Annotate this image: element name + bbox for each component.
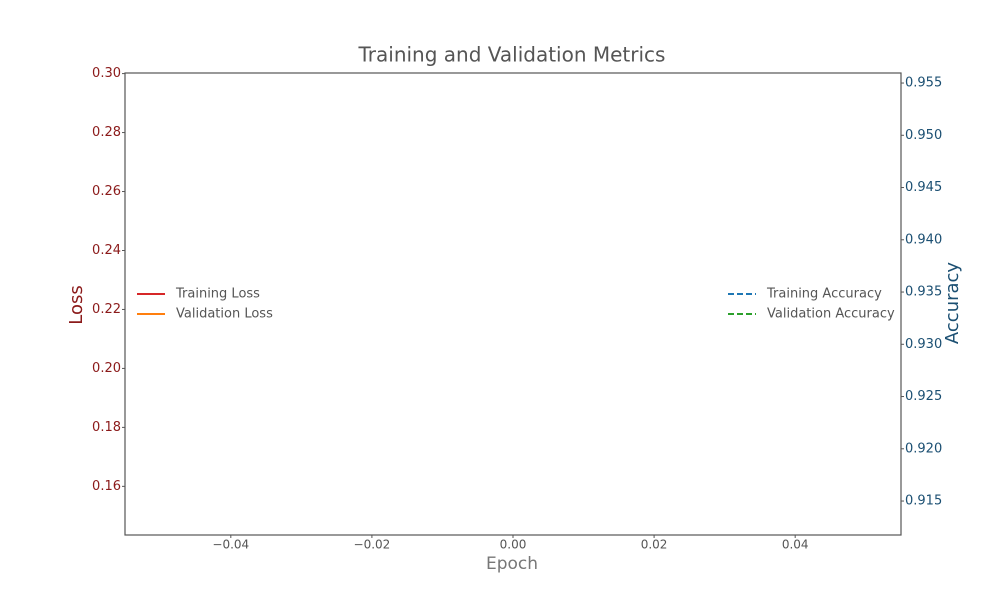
x-tick-label: −0.04 [212, 538, 249, 552]
x-tick-label: 0.00 [500, 538, 527, 552]
y2-axis-label: Accuracy [942, 262, 963, 345]
y2-tick-label: 0.940 [905, 232, 942, 247]
legend-label: Training Accuracy [766, 287, 882, 302]
x-tick-label: 0.02 [641, 538, 668, 552]
x-axis-label: Epoch [486, 554, 538, 574]
plot-frame [124, 72, 902, 536]
legend-label: Validation Loss [176, 307, 273, 322]
y-tick-label: 0.24 [92, 243, 121, 258]
y-tick-label: 0.22 [92, 302, 121, 317]
y-tick-label: 0.18 [92, 420, 121, 435]
y2-tick-label: 0.930 [905, 337, 942, 352]
chart-title: Training and Validation Metrics [358, 43, 666, 67]
y2-tick-label: 0.920 [905, 441, 942, 456]
y2-tick-label: 0.925 [905, 389, 942, 404]
y-axis-label: Loss [66, 285, 87, 324]
y-tick-label: 0.26 [92, 184, 121, 199]
y2-tick-label: 0.935 [905, 285, 942, 300]
x-tick-label: 0.04 [782, 538, 809, 552]
x-tick-label: −0.02 [354, 538, 391, 552]
y2-tick-label: 0.955 [905, 76, 942, 91]
y2-tick-label: 0.950 [905, 128, 942, 143]
legend-label: Training Loss [175, 287, 260, 302]
y-tick-label: 0.16 [92, 479, 121, 494]
y2-tick-label: 0.915 [905, 494, 942, 509]
y-tick-label: 0.30 [92, 66, 121, 81]
legend-label: Validation Accuracy [767, 307, 895, 322]
y-tick-label: 0.28 [92, 125, 121, 140]
y2-tick-label: 0.945 [905, 180, 942, 195]
y-tick-label: 0.20 [92, 361, 121, 376]
